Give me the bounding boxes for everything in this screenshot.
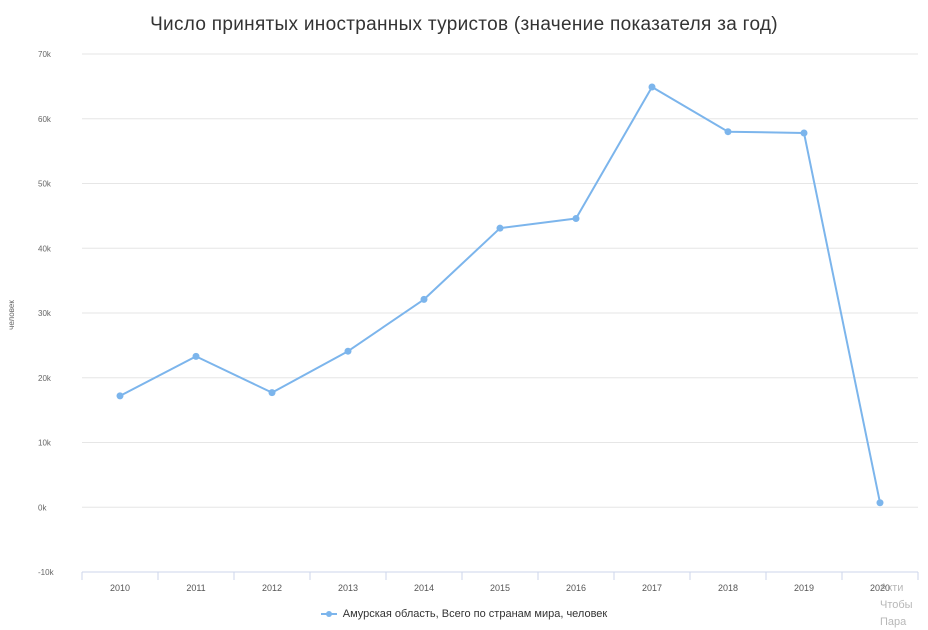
data-point (876, 499, 884, 507)
x-tick-label: 2018 (718, 583, 738, 593)
x-tick-label: 2013 (338, 583, 358, 593)
y-tick-label: 70k (38, 50, 52, 59)
data-point (496, 224, 504, 232)
grid-lines (82, 53, 918, 573)
watermark-line: Чтобы (880, 599, 913, 611)
data-point (572, 214, 580, 222)
y-tick-label: 60k (38, 115, 52, 124)
x-tick-label: 2016 (566, 583, 586, 593)
activation-watermark: Акти Чтобы Пара (880, 580, 928, 630)
y-axis-label: человек (7, 300, 16, 330)
x-tick-label: 2017 (642, 583, 662, 593)
data-point (724, 128, 732, 136)
x-tick-label: 2015 (490, 583, 510, 593)
x-tick-label: 2014 (414, 583, 434, 593)
legend-label: Амурская область, Всего по странам мира,… (342, 608, 608, 620)
watermark-line: Пара (880, 616, 907, 628)
x-tick-label: 2019 (794, 583, 814, 593)
data-point (192, 352, 200, 360)
data-point (420, 295, 428, 303)
data-point (648, 83, 656, 91)
series-layer (116, 83, 884, 507)
series-line (119, 86, 881, 503)
x-tick-label: 2020 (870, 583, 890, 593)
x-tick-label: 2010 (110, 583, 130, 593)
y-tick-label: 40k (38, 244, 52, 253)
y-tick-label: 10k (38, 439, 52, 448)
x-tick-label: 2012 (262, 583, 282, 593)
data-point (268, 389, 276, 397)
data-point (116, 392, 124, 400)
watermark-line: Акти (880, 582, 904, 594)
x-axis (81, 571, 919, 580)
y-tick-label: 20k (38, 374, 52, 383)
legend[interactable]: Амурская область, Всего по странам мира,… (0, 608, 928, 620)
y-axis-tick-labels: -10k 0k 10k 20k 30k 40k 50k 60k 70k (38, 50, 55, 577)
x-axis-tick-labels: 2010 2011 2012 2013 2014 2015 2016 2017 2018 2019… (110, 583, 890, 593)
x-tick-label: 2011 (186, 583, 205, 593)
data-point (800, 129, 808, 137)
data-point (344, 347, 352, 355)
y-tick-label: 0k (38, 503, 47, 512)
legend-marker-icon (320, 609, 337, 619)
y-tick-label: 30k (38, 309, 52, 318)
y-tick-label: -10k (38, 568, 55, 577)
chart-title: Число принятых иностранных туристов (зна… (150, 14, 778, 35)
y-tick-label: 50k (38, 180, 52, 189)
